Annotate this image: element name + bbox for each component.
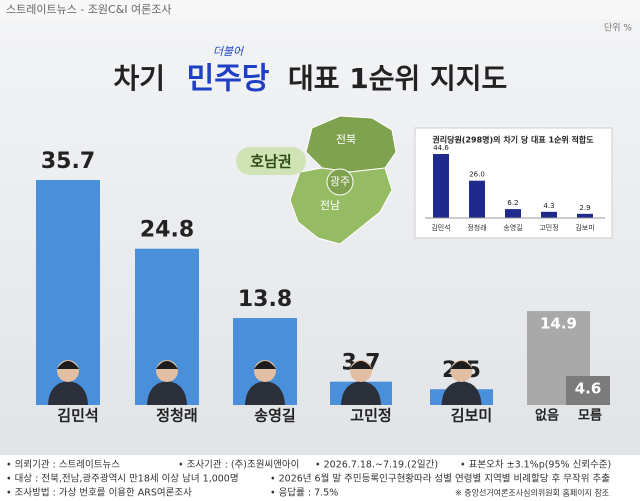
footer-note: ※ 중앙선거여론조사심의위원회 홈페이지 참조	[455, 488, 609, 498]
category-label: 김민석	[431, 223, 450, 232]
portrait	[147, 381, 187, 405]
category-label: 정청래	[156, 407, 197, 425]
footer-note: • 표본오차 ±3.1%p(95% 신뢰수준)	[460, 459, 611, 471]
value-label: 24.8	[140, 218, 194, 243]
category-label: 고민정	[539, 223, 558, 232]
footer-note: • 대상 : 전북,전남,광주광역시 만18세 이상 남녀 1,000명	[6, 473, 239, 485]
value-label: 4.6	[575, 380, 602, 398]
footer-note: • 응답률 : 7.5%	[270, 487, 338, 499]
title-small: 더불어	[213, 45, 245, 58]
portrait	[341, 381, 381, 405]
portrait	[48, 381, 88, 405]
map-label: 전남	[320, 199, 340, 212]
region-label: 호남권	[250, 153, 291, 171]
value-label: 4.3	[543, 202, 554, 210]
value-label: 14.9	[540, 315, 577, 333]
title-after: 대표 1순위 지지도	[288, 62, 507, 95]
value-label: 35.7	[41, 149, 95, 174]
portrait	[156, 361, 178, 369]
bar	[541, 211, 557, 218]
header-bar	[0, 0, 640, 20]
value-label: 2.9	[579, 204, 590, 212]
portrait	[441, 381, 482, 405]
footer-note: • 조사방법 : 가상 번호를 이용한 ARS여론조사	[6, 487, 192, 499]
region-pill	[236, 147, 306, 175]
value-label: 26.0	[469, 171, 485, 179]
bar	[577, 213, 593, 218]
map-label: 전북	[336, 133, 356, 146]
bar	[433, 154, 449, 218]
bar	[469, 180, 485, 218]
category-label: 모름	[578, 409, 602, 424]
footer-note: • 조사기관 : (주)조원씨앤아이	[178, 460, 299, 471]
map	[289, 115, 397, 245]
category-label: 송영길	[254, 407, 295, 425]
value-label: 13.8	[238, 287, 292, 312]
bar	[505, 209, 521, 218]
header: 스트레이트뉴스 - 조원C&I 여론조사	[6, 3, 172, 16]
footer-panel	[0, 455, 640, 501]
category-label: 송영길	[503, 223, 522, 232]
footer-note: • 2026.7.18.~7.19.(2일간)	[315, 460, 438, 471]
category-label: 김민석	[57, 407, 98, 425]
bar	[566, 376, 610, 405]
footer-note: • 의뢰기관 : 스트레이트뉴스	[6, 460, 120, 471]
map-label: 광주	[330, 175, 350, 188]
category-label: 김보미	[575, 223, 594, 232]
title-before: 차기	[113, 62, 165, 95]
category-label: 정청래	[467, 223, 486, 232]
footer-note: • 2026년 6월 말 주민등록인구현황따라 성별 연령별 지역별 비례할당 …	[270, 473, 610, 485]
portrait	[57, 361, 79, 369]
category-label: 고민정	[350, 407, 391, 425]
inset-title: 권리당원(298명)의 차기 당 대표 1순위 적합도	[432, 135, 594, 145]
value-label: 44.6	[433, 144, 449, 152]
category-label: 없음	[535, 408, 559, 424]
portrait	[245, 381, 285, 405]
value-label: 6.2	[507, 199, 518, 207]
portrait	[254, 361, 276, 369]
portrait	[350, 361, 372, 369]
category-label: 김보미	[451, 407, 492, 425]
portrait	[450, 361, 473, 369]
title-highlight: 민주당	[187, 62, 270, 97]
unit: 단위 %	[604, 23, 632, 34]
